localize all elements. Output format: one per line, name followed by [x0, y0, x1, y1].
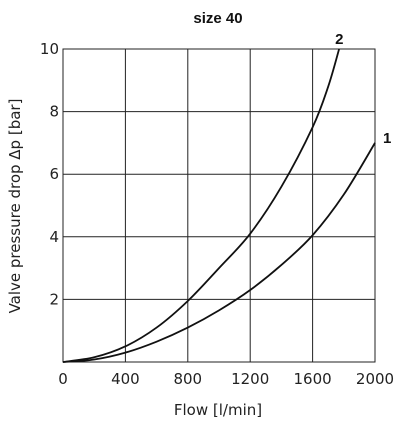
x-axis-label: Flow [l/min] [174, 401, 262, 419]
y-tick-label: 4 [49, 228, 59, 246]
x-tick-label: 2000 [356, 370, 394, 388]
y-tick-label: 6 [49, 165, 59, 183]
y-tick-label: 10 [40, 40, 59, 58]
x-tick-label: 1600 [294, 370, 332, 388]
x-tick-label: 400 [111, 370, 140, 388]
y-tick-label: 8 [49, 103, 59, 121]
x-tick-label: 0 [58, 370, 68, 388]
series-labels: 12 [335, 31, 391, 147]
y-axis-label: Valve pressure drop Δp [bar] [6, 99, 24, 314]
y-tick-label: 2 [49, 290, 59, 308]
series-2-line [62, 48, 340, 363]
plot-frame [62, 48, 376, 363]
grid [63, 49, 375, 362]
series-1-label: 1 [383, 130, 391, 147]
series-1-line [62, 142, 376, 363]
chart-title: size 40 [193, 10, 242, 27]
x-tick-label: 800 [173, 370, 202, 388]
series-curves [62, 48, 376, 363]
x-tick-label: 1200 [231, 370, 269, 388]
tick-labels: 0 400 800 1200 1600 2000 2 4 6 8 10 [40, 40, 394, 388]
series-2-label: 2 [335, 31, 343, 48]
